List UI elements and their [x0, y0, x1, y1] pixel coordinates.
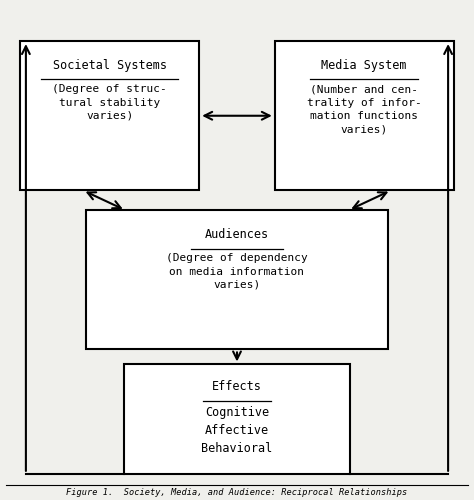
- Text: Media System: Media System: [321, 58, 407, 71]
- FancyBboxPatch shape: [20, 41, 199, 190]
- FancyBboxPatch shape: [275, 41, 454, 190]
- Text: Audiences: Audiences: [205, 228, 269, 240]
- FancyBboxPatch shape: [86, 210, 388, 350]
- Text: Cognitive
Affective
Behavioral: Cognitive Affective Behavioral: [201, 406, 273, 455]
- Text: Figure 1.  Society, Media, and Audience: Reciprocal Relationships: Figure 1. Society, Media, and Audience: …: [66, 488, 408, 496]
- Text: (Number and cen-
trality of infor-
mation functions
varies): (Number and cen- trality of infor- matio…: [307, 84, 421, 134]
- Text: Effects: Effects: [212, 380, 262, 394]
- Text: (Degree of dependency
on media information
varies): (Degree of dependency on media informati…: [166, 254, 308, 290]
- FancyBboxPatch shape: [124, 364, 350, 474]
- Text: (Degree of struc-
tural stability
varies): (Degree of struc- tural stability varies…: [53, 84, 167, 121]
- Text: Societal Systems: Societal Systems: [53, 58, 167, 71]
